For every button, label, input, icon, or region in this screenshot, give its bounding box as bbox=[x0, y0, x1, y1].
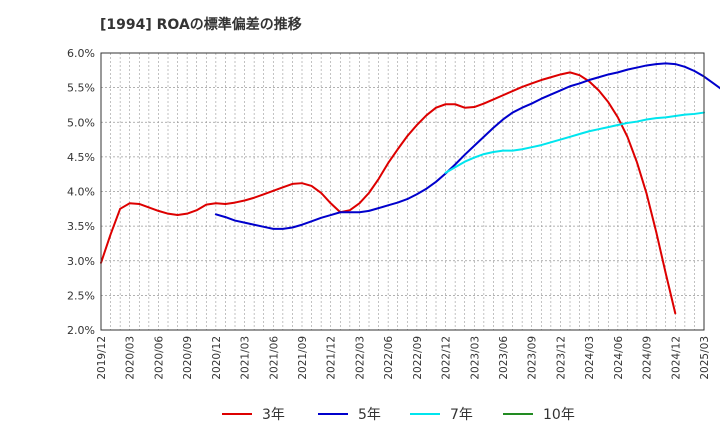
legend-label-7y: 7年 bbox=[450, 407, 473, 423]
x-tick-label: 2025/03 bbox=[699, 336, 711, 380]
y-tick-label: 6.0% bbox=[67, 47, 95, 60]
legend-item-7y: 7年 bbox=[410, 402, 473, 426]
x-tick-label: 2023/09 bbox=[527, 336, 539, 380]
y-tick-label: 3.0% bbox=[67, 255, 95, 268]
x-tick-label: 2024/09 bbox=[642, 336, 654, 380]
x-tick-label: 2021/06 bbox=[268, 336, 280, 380]
y-tick-label: 5.0% bbox=[67, 116, 95, 129]
y-tick-label: 5.5% bbox=[67, 82, 95, 95]
x-axis-ticks: 2019/12 2020/03 2020/06 2020/09 2020/12 2021/… bbox=[96, 336, 711, 380]
legend-swatch-10y bbox=[503, 413, 533, 415]
series-lines bbox=[100, 62, 720, 315]
series-line-0 bbox=[100, 71, 677, 315]
x-tick-label: 2024/03 bbox=[584, 336, 596, 380]
chart-title: [1994] ROAの標準偏差の推移 bbox=[100, 17, 302, 33]
x-tick-label: 2020/06 bbox=[153, 336, 165, 380]
chart-legend: 3年 5年 7年 10年 bbox=[0, 402, 720, 426]
x-tick-label: 2024/12 bbox=[670, 336, 682, 380]
x-tick-label: 2023/12 bbox=[555, 336, 567, 380]
x-tick-label: 2020/09 bbox=[182, 336, 194, 380]
legend-swatch-5y bbox=[318, 413, 348, 415]
x-tick-label: 2020/12 bbox=[211, 336, 223, 380]
legend-label-3y: 3年 bbox=[262, 407, 285, 423]
y-tick-label: 2.0% bbox=[67, 324, 95, 337]
legend-swatch-7y bbox=[410, 413, 440, 415]
y-axis-ticks: 6.0% 5.5% 5.0% 4.5% 4.0% 3.5% 3.0% 2.5% 2.0% bbox=[67, 47, 95, 337]
series-line-1 bbox=[214, 62, 720, 230]
x-tick-label: 2021/12 bbox=[326, 336, 338, 380]
legend-item-3y: 3年 bbox=[222, 402, 285, 426]
x-tick-label: 2022/03 bbox=[354, 336, 366, 380]
y-tick-label: 4.0% bbox=[67, 186, 95, 199]
legend-label-5y: 5年 bbox=[358, 407, 381, 423]
y-tick-label: 4.5% bbox=[67, 151, 95, 164]
x-tick-label: 2023/03 bbox=[469, 336, 481, 380]
x-tick-label: 2021/09 bbox=[297, 336, 309, 380]
plot-frame bbox=[100, 52, 705, 331]
x-tick-label: 2020/03 bbox=[125, 336, 137, 380]
x-tick-label: 2021/03 bbox=[240, 336, 252, 380]
grid-lines bbox=[101, 53, 704, 330]
y-tick-label: 3.5% bbox=[67, 220, 95, 233]
x-tick-label: 2022/09 bbox=[412, 336, 424, 380]
legend-item-5y: 5年 bbox=[318, 402, 381, 426]
x-tick-label: 2019/12 bbox=[96, 336, 108, 380]
legend-item-10y: 10年 bbox=[503, 402, 575, 426]
x-tick-label: 2023/06 bbox=[498, 336, 510, 380]
x-tick-label: 2022/06 bbox=[383, 336, 395, 380]
x-tick-label: 2024/06 bbox=[613, 336, 625, 380]
x-tick-label: 2022/12 bbox=[441, 336, 453, 380]
series-line-2 bbox=[444, 111, 705, 174]
legend-swatch-3y bbox=[222, 413, 252, 415]
y-tick-label: 2.5% bbox=[67, 289, 95, 302]
legend-label-10y: 10年 bbox=[543, 407, 575, 423]
